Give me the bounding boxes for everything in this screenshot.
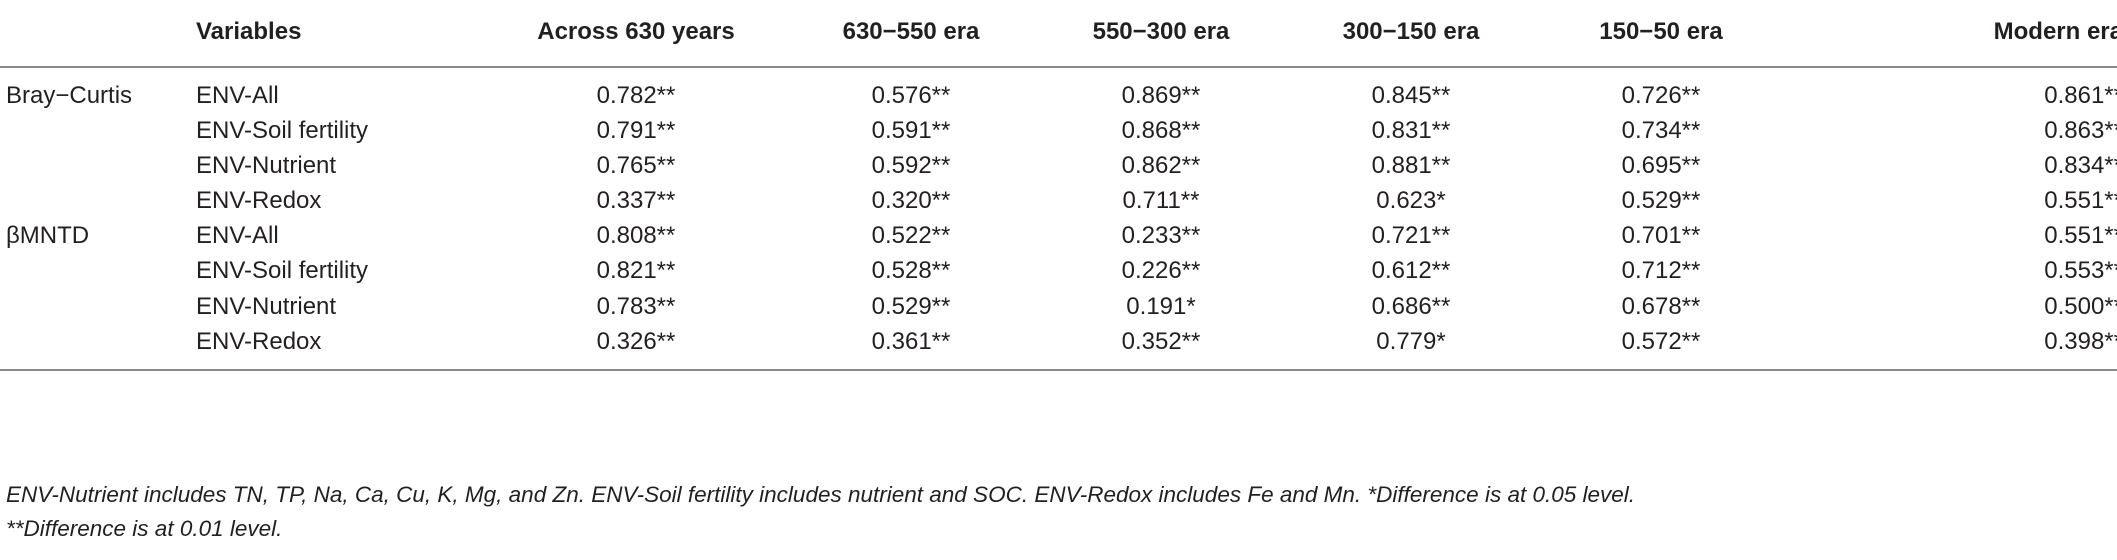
value-cell: 0.337**	[596, 186, 676, 214]
variable-cell: ENV-Soil fertility	[196, 257, 369, 285]
value-cell: 0.734**	[1621, 116, 1701, 144]
value-cell: 0.695**	[1621, 151, 1701, 179]
value-cell: 0.592**	[871, 151, 951, 179]
variable-cell: ENV-All	[196, 222, 279, 250]
footnote-line-2: **Difference is at 0.01 level.	[6, 516, 283, 541]
value-cell: 0.528**	[871, 257, 951, 285]
value-cell: 0.678**	[1621, 292, 1701, 320]
value-cell: 0.881**	[1371, 151, 1451, 179]
table-row: ENV-Nutrient 0.765** 0.592** 0.862** 0.8…	[0, 148, 2117, 183]
value-cell: 0.783**	[596, 292, 676, 320]
value-cell: 0.834**	[2044, 151, 2117, 179]
value-cell: 0.765**	[596, 151, 676, 179]
value-cell: 0.808**	[596, 222, 676, 250]
table-row: Bray−Curtis ENV-All 0.782** 0.576** 0.86…	[0, 67, 2117, 113]
value-cell: 0.191*	[1126, 292, 1196, 320]
value-cell: 0.623*	[1376, 186, 1446, 214]
value-cell: 0.226**	[1121, 257, 1201, 285]
group-label-empty	[0, 254, 196, 289]
value-cell: 0.326**	[486, 324, 786, 372]
value-cell: 0.868**	[1121, 116, 1201, 144]
table-row: ENV-Soil fertility 0.791** 0.591** 0.868…	[0, 113, 2117, 148]
value-cell: 0.701**	[1621, 222, 1701, 250]
value-cell: 0.529**	[871, 292, 951, 320]
value-cell: 0.551**	[2044, 186, 2117, 214]
header-modern-era: Modern era	[1786, 8, 2117, 68]
variable-cell: ENV-Soil fertility	[196, 116, 369, 144]
table-footnote: ENV-Nutrient includes TN, TP, Na, Ca, Cu…	[6, 478, 2106, 546]
group-label: βMNTD	[6, 222, 90, 250]
correlation-table: Variables Across 630 years 630−550 era 5…	[0, 8, 2117, 372]
value-cell: 0.233**	[1121, 222, 1201, 250]
value-cell: 0.821**	[596, 257, 676, 285]
group-label-empty	[0, 324, 196, 372]
value-cell: 0.712**	[1621, 257, 1701, 285]
value-cell: 0.791**	[596, 116, 676, 144]
value-cell: 0.863**	[2044, 116, 2117, 144]
value-cell: 0.861**	[2044, 81, 2117, 109]
value-cell: 0.779*	[1286, 324, 1536, 372]
table-row: ENV-Soil fertility 0.821** 0.528** 0.226…	[0, 254, 2117, 289]
table-row: ENV-Redox 0.337** 0.320** 0.711** 0.623*…	[0, 183, 2117, 218]
header-group	[0, 8, 196, 68]
value-cell: 0.576**	[871, 81, 951, 109]
table-header-row: Variables Across 630 years 630−550 era 5…	[0, 8, 2117, 68]
value-cell: 0.711**	[1122, 186, 1200, 214]
header-630-550-era: 630−550 era	[786, 8, 1036, 68]
variable-cell: ENV-Nutrient	[196, 292, 337, 320]
value-cell: 0.869**	[1121, 81, 1201, 109]
value-cell: 0.352**	[1036, 324, 1286, 372]
group-label-empty	[0, 148, 196, 183]
variable-cell: ENV-Redox	[196, 186, 322, 214]
value-cell: 0.845**	[1371, 81, 1451, 109]
variable-cell: ENV-Redox	[196, 324, 486, 372]
group-label-empty	[0, 183, 196, 218]
value-cell: 0.320**	[871, 186, 951, 214]
value-cell: 0.522**	[871, 222, 951, 250]
value-cell: 0.361**	[786, 324, 1036, 372]
value-cell: 0.612**	[1371, 257, 1451, 285]
value-cell: 0.782**	[596, 81, 676, 109]
footnote-line-1: ENV-Nutrient includes TN, TP, Na, Ca, Cu…	[6, 482, 1636, 507]
value-cell: 0.591**	[871, 116, 951, 144]
value-cell: 0.551**	[2044, 222, 2117, 250]
header-300-150-era: 300−150 era	[1286, 8, 1536, 68]
group-label-empty	[0, 289, 196, 324]
header-variables: Variables	[196, 8, 486, 68]
table-row: ENV-Redox 0.326** 0.361** 0.352** 0.779*…	[0, 324, 2117, 372]
header-across-630-years: Across 630 years	[486, 8, 786, 68]
variable-cell: ENV-Nutrient	[196, 151, 337, 179]
value-cell: 0.398**	[1786, 324, 2117, 372]
header-150-50-era: 150−50 era	[1536, 8, 1786, 68]
value-cell: 0.553**	[2044, 257, 2117, 285]
group-label: Bray−Curtis	[6, 81, 133, 109]
value-cell: 0.721**	[1371, 222, 1451, 250]
value-cell: 0.572**	[1536, 324, 1786, 372]
value-cell: 0.862**	[1121, 151, 1201, 179]
value-cell: 0.831**	[1371, 116, 1451, 144]
value-cell: 0.500**	[2044, 292, 2117, 320]
table-row: ENV-Nutrient 0.783** 0.529** 0.191* 0.68…	[0, 289, 2117, 324]
value-cell: 0.529**	[1621, 186, 1701, 214]
table-row: βMNTD ENV-All 0.808** 0.522** 0.233** 0.…	[0, 219, 2117, 254]
value-cell: 0.726**	[1621, 81, 1701, 109]
value-cell: 0.686**	[1371, 292, 1451, 320]
variable-cell: ENV-All	[196, 81, 279, 109]
header-550-300-era: 550−300 era	[1036, 8, 1286, 68]
group-label-empty	[0, 113, 196, 148]
